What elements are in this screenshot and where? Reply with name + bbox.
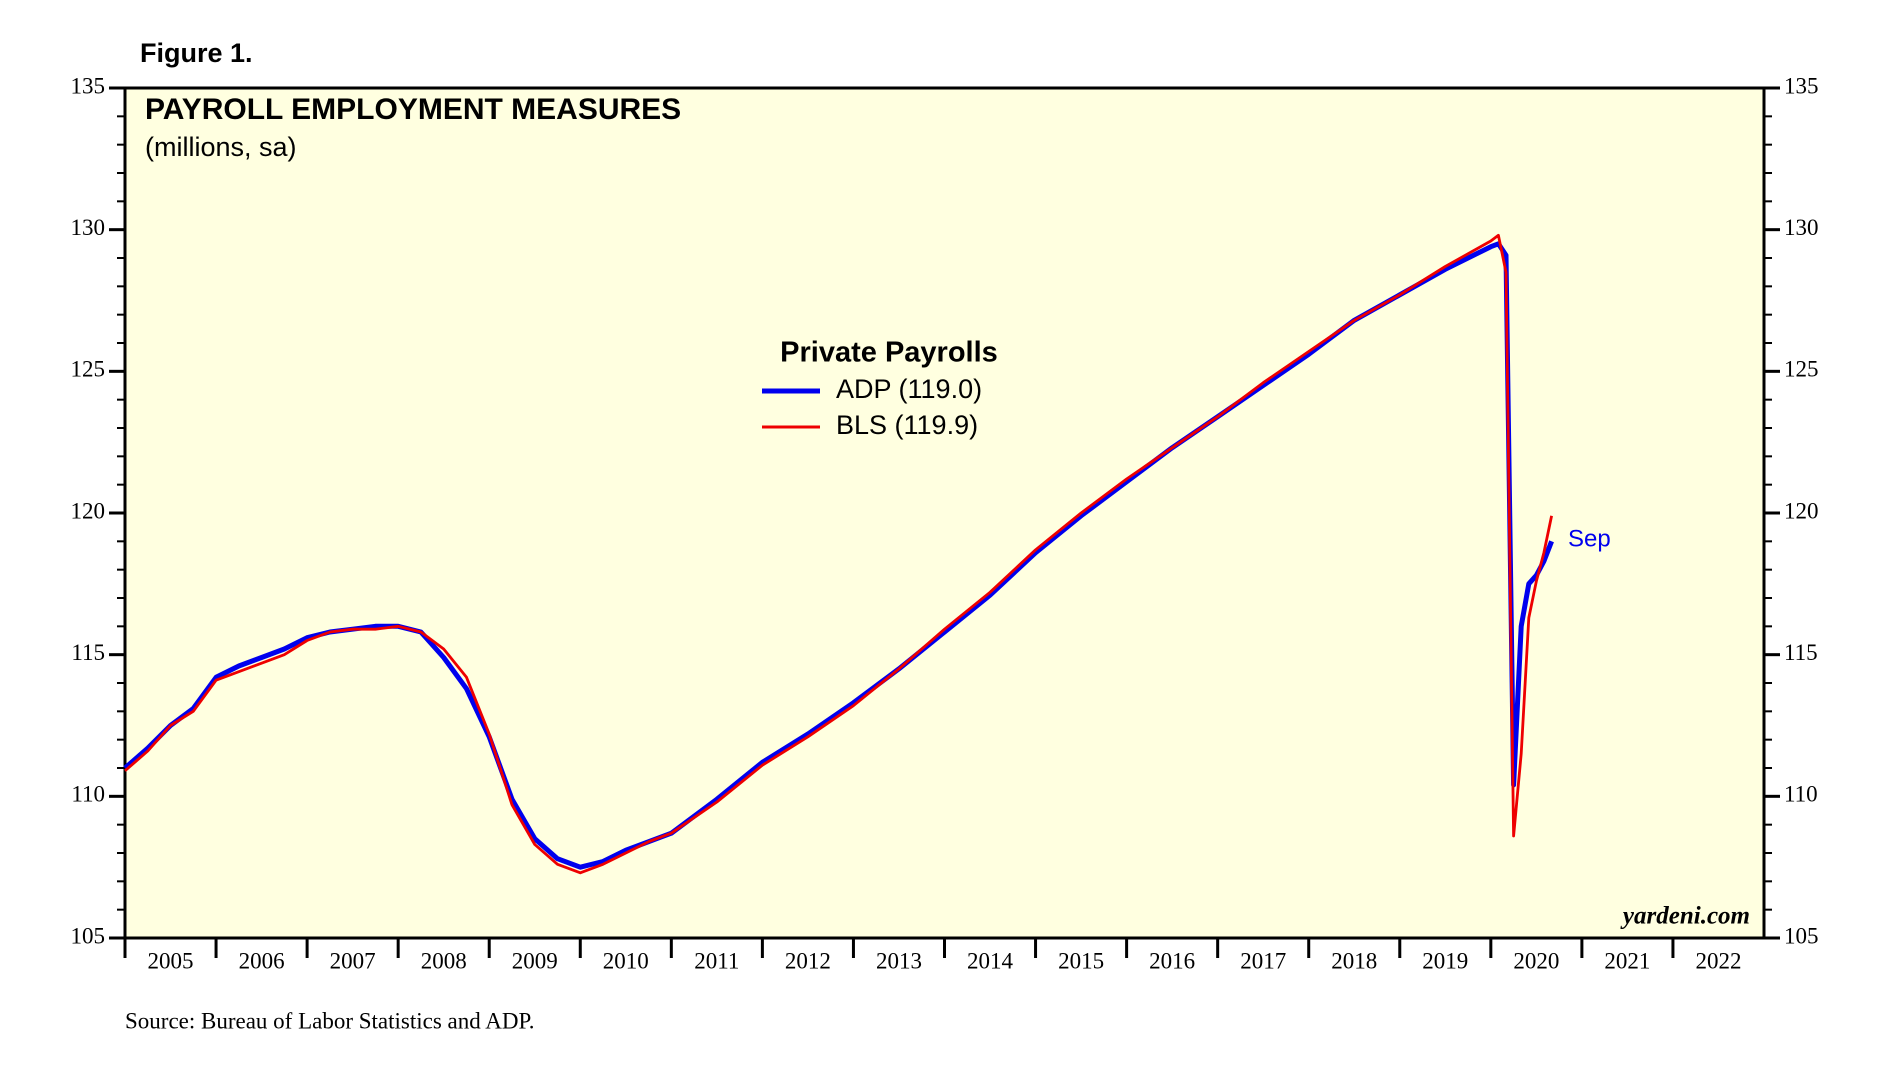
x-tick-label: 2017 (1240, 948, 1286, 973)
y2-tick-label: 125 (1784, 357, 1819, 382)
x-tick-label: 2020 (1513, 948, 1559, 973)
y-tick-label: 105 (71, 923, 106, 948)
annotation: Sep (1568, 525, 1611, 552)
y2-tick-label: 130 (1784, 215, 1819, 240)
x-tick-label: 2014 (967, 948, 1014, 973)
x-tick-label: 2011 (694, 948, 739, 973)
x-tick-label: 2019 (1422, 948, 1468, 973)
series-line (123, 241, 1554, 870)
y2-tick-label: 110 (1784, 782, 1818, 807)
chart-title: PAYROLL EMPLOYMENT MEASURES (145, 93, 681, 126)
y-tick-label: 130 (71, 215, 106, 240)
figure-label: Figure 1. (140, 38, 253, 68)
y-tick-label: 125 (71, 357, 106, 382)
y2-tick-label: 105 (1784, 923, 1819, 948)
y-tick-label: 110 (71, 782, 105, 807)
x-tick-label: 2012 (785, 948, 831, 973)
x-tick-label: 2021 (1604, 948, 1650, 973)
x-tick-label: 2007 (330, 948, 376, 973)
y2-tick-label: 115 (1784, 640, 1818, 665)
x-tick-label: 2009 (512, 948, 558, 973)
y-tick-label: 120 (71, 498, 106, 523)
legend-title: Private Payrolls (780, 337, 998, 369)
x-tick-label: 2022 (1695, 948, 1741, 973)
x-tick-label: 2015 (1058, 948, 1104, 973)
x-tick-label: 2010 (603, 948, 649, 973)
x-tick-label: 2016 (1149, 948, 1195, 973)
legend-label: BLS (119.9) (836, 410, 978, 440)
y-tick-label: 135 (71, 73, 106, 98)
x-tick-label: 2005 (148, 948, 194, 973)
x-tick-label: 2013 (876, 948, 922, 973)
series-line (124, 233, 1553, 875)
plot-area (123, 86, 1766, 940)
watermark: yardeni.com (1620, 903, 1750, 930)
x-tick-label: 2006 (239, 948, 285, 973)
x-tick-label: 2008 (421, 948, 467, 973)
y2-tick-label: 135 (1784, 73, 1819, 98)
y-tick-label: 115 (71, 640, 105, 665)
x-tick-label: 2018 (1331, 948, 1377, 973)
source: Source: Bureau of Labor Statistics and A… (125, 1008, 534, 1033)
y2-tick-label: 120 (1784, 498, 1819, 523)
subtitle: (millions, sa) (145, 132, 297, 162)
legend-label: ADP (119.0) (836, 374, 982, 404)
